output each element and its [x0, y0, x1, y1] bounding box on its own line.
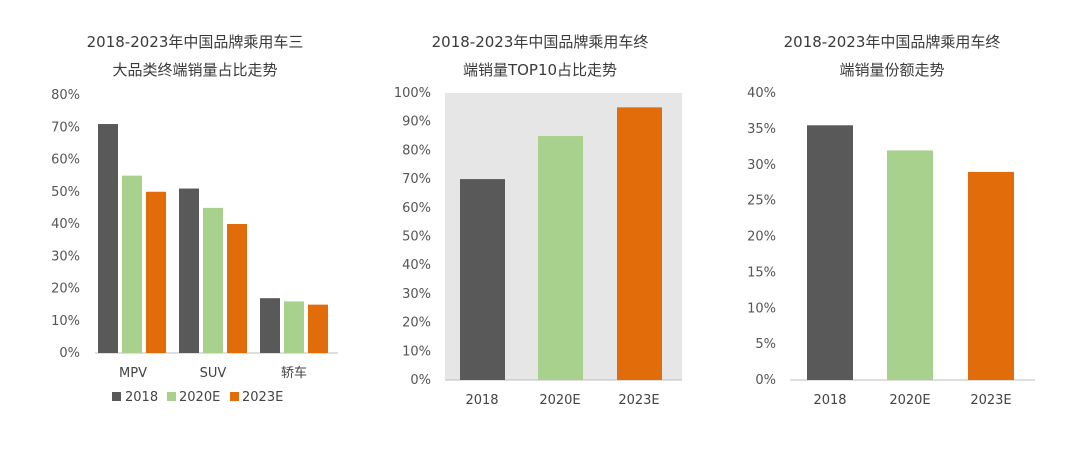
chart3-bar-2018 [807, 125, 853, 380]
chart1-y-tick-label: 60% [51, 153, 80, 168]
chart2-bar-2018 [460, 179, 505, 380]
chart-category-share: 2018-2023年中国品牌乘用车三 大品类终端销量占比走势 0% 10% 20% 3… [51, 33, 338, 405]
chart1-bar-2023e-0 [146, 191, 166, 353]
chart1-bar-2023e-1 [227, 224, 247, 353]
chart-sales-share: 2018-2023年中国品牌乘用车终 端销量份额走势 0% 5% 10% 15% 20%… [747, 33, 1035, 408]
chart1-category-label: MPV [119, 366, 147, 381]
chart2-y-tick-label: 70% [402, 172, 431, 187]
chart1-title-line2: 大品类终端销量占比走势 [112, 61, 277, 79]
chart2-y-tick-label: 10% [402, 344, 431, 359]
chart3-title-line1: 2018-2023年中国品牌乘用车终 [784, 33, 1001, 51]
legend-label-2018: 2018 [125, 390, 158, 405]
chart1-y-tick-label: 10% [51, 314, 80, 329]
chart1-y-tick-label: 0% [59, 346, 80, 361]
chart2-y-tick-label: 50% [402, 230, 431, 245]
chart3-y-tick-label: 20% [747, 230, 776, 245]
chart1-y-tick-label: 50% [51, 185, 80, 200]
chart2-y-tick-label: 100% [394, 86, 431, 101]
chart3-title-line2: 端销量份额走势 [839, 61, 944, 79]
chart3-y-tick-label: 40% [747, 86, 776, 101]
chart3-y-tick-label: 10% [747, 301, 776, 316]
chart2-category-label: 2018 [465, 393, 498, 408]
chart2-category-label: 2020E [539, 393, 580, 408]
chart2-bar-2023e [617, 107, 662, 380]
chart1-y-tick-label: 40% [51, 217, 80, 232]
chart3-category-label: 2023E [970, 393, 1011, 408]
chart3-y-tick-label: 5% [755, 337, 776, 352]
legend-swatch-2023e [230, 392, 239, 401]
chart1-title-line1: 2018-2023年中国品牌乘用车三 [87, 33, 304, 51]
chart3-category-label: 2018 [813, 393, 846, 408]
chart2-title-line2: 端销量TOP10占比走势 [463, 61, 617, 79]
chart-top10-share: 2018-2023年中国品牌乘用车终 端销量TOP10占比走势 0% 10% 20%… [394, 33, 682, 408]
chart2-y-tick-label: 80% [402, 143, 431, 158]
chart1-category-label: 轿车 [281, 365, 307, 381]
chart1-bar-2018-1 [179, 188, 199, 353]
chart3-y-tick-label: 0% [755, 373, 776, 388]
chart3-y-tick-label: 15% [747, 265, 776, 280]
chart1-bar-2018-2 [260, 298, 280, 353]
legend-label-2020e: 2020E [179, 390, 220, 405]
legend-swatch-2018 [112, 392, 121, 401]
chart3-bar-2020e [887, 150, 933, 380]
chart1-y-tick-label: 80% [51, 88, 80, 103]
chart1-category-label: SUV [200, 366, 227, 381]
legend-swatch-2020e [167, 392, 176, 401]
chart2-y-tick-label: 30% [402, 287, 431, 302]
chart1-bar-2020e-0 [122, 175, 142, 353]
chart3-y-tick-label: 25% [747, 194, 776, 209]
chart2-y-tick-label: 60% [402, 201, 431, 216]
chart1-bar-2023e-2 [308, 304, 328, 353]
chart1-legend: 2018 2020E 2023E [112, 390, 283, 405]
chart2-y-tick-label: 40% [402, 258, 431, 273]
legend-label-2023e: 2023E [242, 390, 283, 405]
chart1-bar-2020e-1 [203, 207, 223, 353]
chart1-y-tick-label: 70% [51, 120, 80, 135]
chart2-y-tick-label: 90% [402, 115, 431, 130]
chart3-bar-2023e [968, 171, 1014, 380]
chart1-bar-2020e-2 [284, 301, 304, 353]
chart3-category-label: 2020E [889, 393, 930, 408]
chart3-y-tick-label: 30% [747, 158, 776, 173]
chart2-category-label: 2023E [618, 393, 659, 408]
chart1-y-tick-label: 20% [51, 282, 80, 297]
chart1-y-tick-label: 30% [51, 249, 80, 264]
chart2-title-line1: 2018-2023年中国品牌乘用车终 [432, 33, 649, 51]
chart3-y-tick-label: 35% [747, 122, 776, 137]
chart2-bar-2020e [538, 136, 583, 380]
chart2-y-tick-label: 20% [402, 316, 431, 331]
chart2-y-tick-label: 0% [410, 373, 431, 388]
chart1-bar-2018-0 [98, 124, 118, 354]
